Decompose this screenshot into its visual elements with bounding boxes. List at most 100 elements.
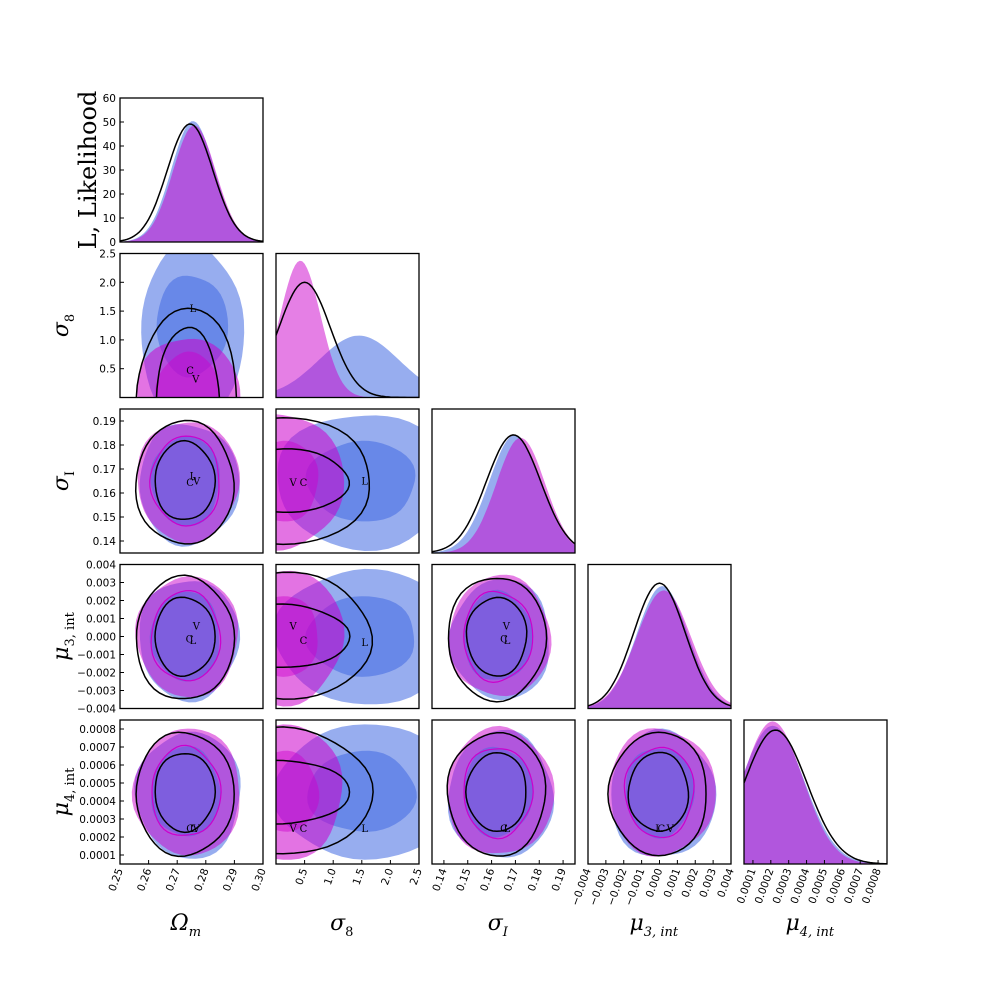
tick-label: 0.5 [99, 364, 116, 376]
marker-C: C [186, 366, 194, 377]
magenta-outer-contour [447, 725, 555, 854]
tick-label: 0.19 [550, 867, 569, 893]
black-outer-contour [134, 419, 235, 545]
marker-C: C [500, 824, 508, 835]
black-inner-contour [627, 751, 690, 832]
tick-label: 0.004 [86, 560, 116, 572]
tick-label: 2.0 [379, 867, 396, 887]
blue-inner-contour [625, 748, 695, 839]
marker-V: V [289, 478, 298, 489]
tick-label: 1.0 [99, 335, 116, 347]
marker-L: L [504, 636, 511, 647]
tick-label: 2.0 [99, 277, 116, 289]
tick-label: 10 [103, 213, 116, 225]
magenta-histogram [744, 721, 887, 864]
marker-C: C [300, 478, 308, 489]
marker-V: V [289, 824, 298, 835]
magenta-inner-contour [463, 748, 534, 840]
x-axis-label-m3: μ3, int [629, 911, 678, 940]
black-inner-contour [154, 753, 217, 834]
black-inner-contour [465, 751, 527, 833]
magenta-inner-contour [623, 746, 695, 839]
black-likelihood-curve [588, 582, 731, 707]
x-axis-label-s8: σ8 [330, 911, 353, 940]
black-outer-contour [276, 416, 371, 546]
marker-V: V [502, 622, 511, 633]
blue-inner-contour [464, 589, 534, 680]
black-inner-contour [155, 326, 221, 398]
marker-C: C [300, 636, 308, 647]
panel-frame [119, 252, 264, 399]
magenta-inner-contour [155, 351, 219, 398]
tick-label: 0.30 [250, 867, 269, 893]
marker-V: V [192, 824, 201, 835]
tick-label: 0.16 [478, 867, 497, 893]
blue-inner-contour [463, 746, 533, 838]
black-outer-contour [276, 726, 374, 855]
tick-label: 0.001 [86, 614, 116, 626]
y-axis-label-m3: μ3, int [49, 611, 78, 660]
black-likelihood-curve [120, 123, 263, 242]
marker-V: V [289, 622, 298, 633]
panel-m3-vs-s8 [276, 568, 419, 707]
tick-label: 30 [103, 165, 116, 177]
y-axis-label-si: σI [49, 471, 78, 491]
panel-m3-vs-om [135, 574, 241, 703]
tick-label: 0.0008 [79, 724, 116, 736]
tick-label: 0.0005 [79, 778, 116, 790]
y-axis-label-s8: σ8 [49, 314, 78, 337]
magenta-histogram [432, 437, 575, 553]
magenta-outer-contour [137, 338, 241, 398]
black-outer-contour [446, 731, 547, 857]
diagonal-frame [587, 563, 732, 710]
panel-frame [119, 408, 264, 554]
tick-label: 0.17 [502, 867, 521, 893]
tick-label: 0.18 [93, 440, 116, 452]
black-inner-contour [276, 759, 351, 825]
marker-L: L [190, 824, 197, 835]
black-outer-contour [135, 574, 236, 700]
black-inner-contour [465, 596, 528, 677]
panel-frame [275, 563, 420, 710]
panel-m4-vs-si [446, 725, 555, 858]
marker-L: L [190, 304, 197, 315]
tick-label: 0.26 [135, 867, 154, 893]
black-outer-contour [607, 731, 707, 857]
marker-L: L [504, 824, 511, 835]
tick-label: 0.14 [93, 536, 117, 548]
tick-label: −0.004 [77, 704, 116, 716]
tick-label: 2.5 [99, 249, 116, 261]
tick-label: 1.0 [322, 867, 339, 887]
panel-si-vs-si [432, 434, 575, 553]
x-axis-label-m4: μ4, int [785, 911, 834, 940]
tick-label: 0.0001 [79, 850, 116, 862]
tick-label: 0.0002 [79, 832, 116, 844]
tick-label: 0.19 [93, 416, 116, 428]
marker-L: L [361, 824, 368, 835]
tick-label: 0.28 [192, 867, 211, 893]
diagonal-frame [743, 719, 888, 865]
panel-m4-vs-m4 [744, 721, 887, 864]
black-outer-contour [447, 577, 548, 703]
marker-V: V [192, 477, 201, 488]
tick-label: 0.29 [221, 867, 240, 893]
tick-label: 20 [103, 189, 116, 201]
black-inner-contour [276, 448, 351, 514]
magenta-outer-contour [131, 728, 240, 856]
black-likelihood-curve [744, 729, 887, 864]
tick-label: 1.5 [99, 306, 116, 318]
magenta-inner-contour [276, 440, 319, 522]
tick-label: 0.25 [107, 867, 126, 893]
marker-L: L [361, 477, 368, 488]
marker-C: C [657, 824, 665, 835]
panel-frame [431, 719, 576, 865]
marker-C: C [186, 824, 194, 835]
black-outer-contour [135, 731, 235, 858]
tick-label: 0.0003 [79, 814, 116, 826]
tick-label: 0 [109, 237, 116, 249]
tick-label: 0.14 [430, 867, 449, 893]
panel-frame [275, 719, 420, 865]
panel-m3-vs-m3 [588, 582, 731, 709]
panel-si-vs-om [134, 419, 240, 547]
marker-C: C [186, 634, 194, 645]
